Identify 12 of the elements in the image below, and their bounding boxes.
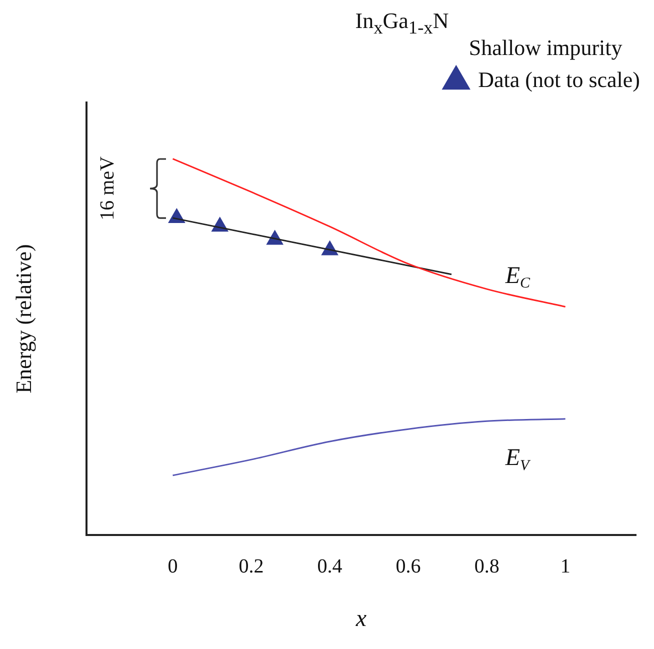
legend-label: Data (not to scale) [478,67,640,92]
x-axis-title: x [354,606,367,632]
legend-title: Shallow impurity [468,34,622,60]
x-tick-label: 0.6 [396,555,421,578]
x-tick-label: 0.2 [238,555,264,578]
x-tick-label: 0.8 [474,555,500,578]
x-tick-label: 1 [560,555,570,578]
chart-title: In$_{x}$Ga$_{1-x}$N [355,8,449,38]
y-axis-title: Energy (relative) [10,244,36,394]
x-tick-label: 0.4 [317,555,342,578]
x-tick-label: 0 [168,555,178,578]
annotation: 16 meV [96,156,119,220]
